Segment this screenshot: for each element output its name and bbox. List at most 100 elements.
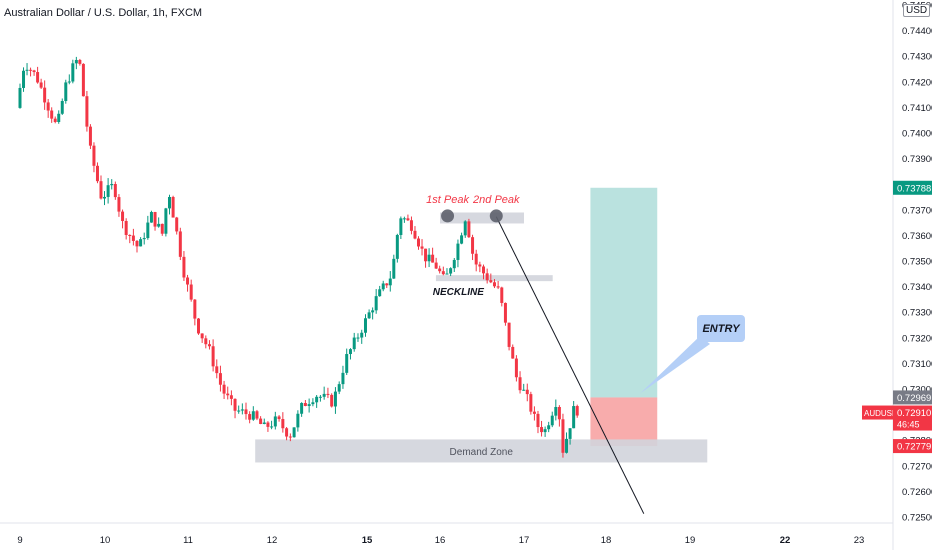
candle-body	[255, 411, 259, 419]
candle-body	[67, 81, 71, 83]
neckline-label: NECKLINE	[433, 287, 484, 298]
candle-body	[281, 419, 285, 429]
candle-body	[29, 69, 33, 71]
candle-body	[215, 366, 219, 374]
candle-body	[200, 333, 204, 339]
candle-body	[318, 396, 322, 398]
candle-body	[303, 403, 307, 407]
candle-body	[550, 415, 554, 426]
candle-body	[356, 337, 360, 339]
candle-body	[381, 283, 385, 290]
symbol-tag	[862, 405, 893, 420]
candle-body	[395, 234, 399, 259]
peak-level[interactable]	[440, 212, 524, 224]
x-tick-label: 9	[17, 535, 22, 546]
candle-body	[178, 231, 182, 257]
chart-title: Australian Dollar / U.S. Dollar, 1h, FXC…	[4, 7, 203, 19]
candle-body	[352, 337, 356, 350]
candle-body	[78, 59, 82, 64]
peak-label-2: 2nd Peak	[472, 194, 520, 206]
candle-body	[117, 197, 121, 212]
candle-body	[182, 256, 186, 278]
candle-body	[124, 221, 128, 235]
candle-body	[500, 287, 504, 303]
stop-price-tag	[893, 439, 932, 454]
candle-body	[149, 212, 153, 223]
candle-body	[388, 278, 392, 286]
candle-body	[438, 268, 442, 272]
candle-body	[413, 230, 417, 239]
currency-button[interactable]: USD	[903, 4, 931, 17]
candle-body	[218, 373, 222, 385]
candle-body	[292, 427, 296, 438]
demand-zone-label: Demand Zone	[450, 447, 514, 458]
trendline[interactable]	[495, 216, 645, 514]
candle-body	[262, 422, 266, 424]
candle-body	[135, 240, 139, 247]
candle-body	[561, 419, 565, 453]
candle-body	[157, 223, 161, 227]
stop-zone[interactable]	[590, 397, 658, 447]
candle-body	[248, 414, 252, 420]
candle-body	[385, 283, 389, 286]
candle-body	[471, 237, 475, 254]
candle-body	[441, 271, 445, 275]
entry-callout[interactable]	[697, 315, 745, 342]
candle-body	[296, 413, 300, 428]
candle-body	[341, 372, 345, 385]
candle-body	[270, 426, 274, 428]
candle-body	[434, 262, 438, 269]
candle-body	[409, 220, 413, 231]
candle-body	[106, 185, 110, 197]
zones-layer: Demand Zone	[255, 187, 708, 463]
candle-body	[474, 253, 478, 265]
candle-body	[81, 63, 85, 97]
peak-label-1: 1st Peak	[426, 194, 469, 206]
candle-body	[402, 218, 406, 220]
candle-body	[322, 393, 326, 397]
candle-body	[399, 218, 403, 235]
candle-body	[522, 389, 526, 391]
candle-body	[74, 59, 78, 64]
candle-body	[348, 349, 352, 355]
candle-body	[139, 239, 143, 247]
candle-body	[204, 338, 208, 345]
demand-zone[interactable]	[255, 439, 708, 463]
candle-body	[565, 438, 569, 453]
candle-body	[518, 377, 522, 391]
candle-body	[36, 72, 40, 83]
candle-body	[146, 222, 150, 239]
candle-body	[18, 87, 22, 108]
candle-body	[529, 394, 533, 412]
current-price-text: 0.72910	[897, 408, 931, 419]
current-price-tag	[893, 405, 932, 431]
candle-body	[378, 289, 382, 297]
candle-body	[160, 223, 164, 234]
x-tick-label: 10	[100, 535, 111, 546]
candle-body	[337, 384, 341, 392]
candle-body	[64, 82, 68, 102]
candle-body	[110, 184, 114, 186]
candle-body	[175, 217, 179, 232]
y-tick-label: 0.74400	[902, 26, 932, 37]
neckline-level[interactable]	[435, 275, 553, 282]
candles-layer	[18, 56, 579, 458]
x-tick-label: 22	[780, 535, 791, 546]
peak-marker-2[interactable]	[489, 209, 503, 223]
target-zone[interactable]	[590, 187, 658, 398]
candle-body	[43, 87, 47, 103]
candle-body	[547, 425, 551, 430]
candle-body	[85, 96, 89, 127]
entry-price-tag	[893, 390, 932, 405]
peak-marker-1[interactable]	[441, 209, 455, 223]
